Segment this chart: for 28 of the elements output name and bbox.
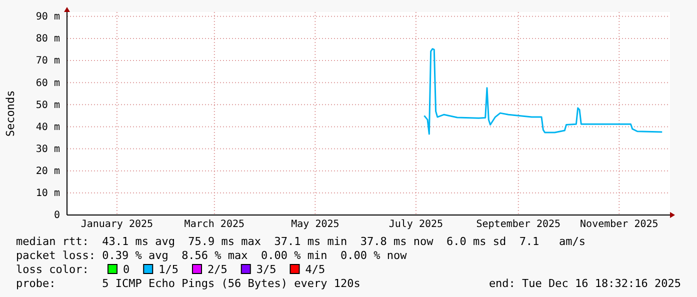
text: end: Tue Dec 16 18:32:16 2025 bbox=[488, 277, 681, 290]
x-tick-label: May 2025 bbox=[291, 219, 340, 230]
line-series bbox=[423, 48, 663, 135]
x-tick-label: March 2025 bbox=[184, 219, 245, 230]
x-tick-label: July 2025 bbox=[388, 219, 444, 230]
text: 2/5 bbox=[208, 263, 228, 276]
x-tick-label: September 2025 bbox=[476, 219, 561, 230]
y-tick-label: 60 m bbox=[36, 78, 60, 89]
y-tick-label: 70 m bbox=[36, 56, 60, 67]
y-tick-label: 0 bbox=[54, 210, 60, 222]
text: packet loss: 0.39 % avg 8.56 % max 0.00 % min 0.00 % now bbox=[16, 249, 408, 262]
text: 3/5 bbox=[256, 263, 276, 276]
text: loss color: bbox=[16, 263, 89, 276]
y-tick-label: 80 m bbox=[36, 34, 60, 45]
y-tick-label: 90 m bbox=[36, 12, 60, 23]
y-axis-title: Seconds bbox=[4, 90, 17, 137]
y-tick-label: 50 m bbox=[36, 100, 60, 111]
text: probe: 5 ICMP Echo Pings (56 Bytes) every 120s bbox=[16, 277, 360, 290]
y-tick-label: 10 m bbox=[36, 188, 60, 200]
text: 4/5 bbox=[305, 263, 326, 276]
y-tick-label: 30 m bbox=[36, 144, 60, 156]
text: median rtt: 43.1 ms avg 75.9 ms max 37.1 ms min 37.8 ms now 6.0 ms sd 7.1 am/s bbox=[16, 235, 586, 248]
y-tick-label: 20 m bbox=[36, 166, 60, 178]
text: 0 bbox=[123, 263, 130, 276]
text: 1/5 bbox=[158, 263, 178, 276]
x-tick-label: November 2025 bbox=[580, 219, 658, 230]
x-tick-label: January 2025 bbox=[80, 219, 154, 230]
y-tick-label: 40 m bbox=[36, 122, 60, 133]
